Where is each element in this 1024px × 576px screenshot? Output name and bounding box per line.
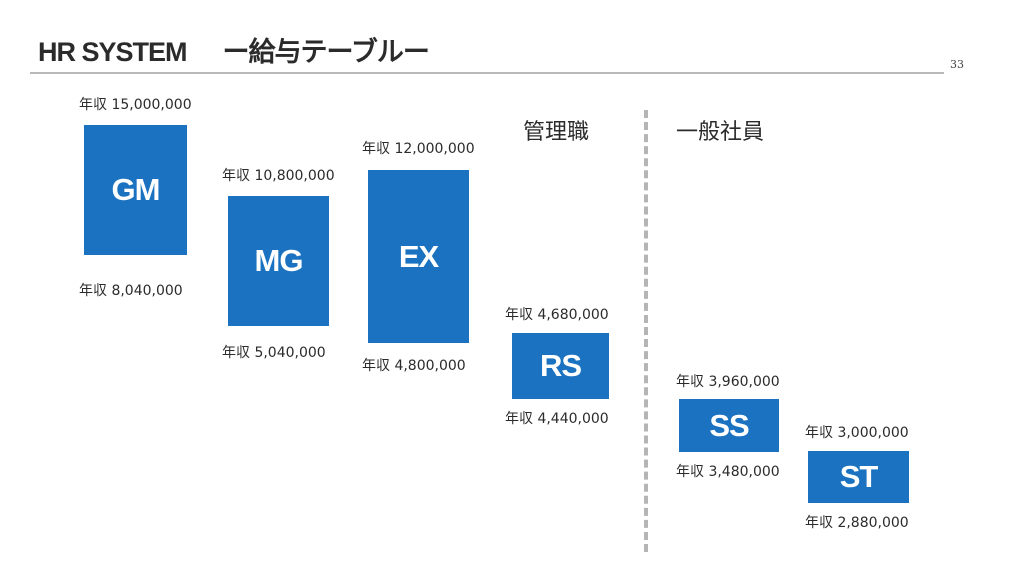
page-title: HR SYSTEM ー給与テーブルー bbox=[38, 30, 430, 69]
grade-ex-box: EX bbox=[368, 170, 469, 343]
grade-mg-code: MG bbox=[254, 243, 304, 278]
grade-st-box: ST bbox=[808, 451, 909, 503]
grade-rs-box: RS bbox=[512, 333, 609, 399]
grade-gm-box: GM bbox=[84, 125, 187, 255]
grade-mg-box: MG bbox=[228, 196, 329, 326]
section-general-label: 一般社員 bbox=[676, 120, 765, 145]
grade-st-min-salary: 年収 2,880,000 bbox=[805, 515, 909, 531]
grade-ss-code: SS bbox=[709, 407, 749, 443]
page-subtitle: ー給与テーブルー bbox=[222, 37, 430, 67]
grade-mg-min-salary: 年収 5,040,000 bbox=[222, 345, 326, 361]
grade-gm-code: GM bbox=[111, 172, 161, 207]
grade-rs-max-salary: 年収 4,680,000 bbox=[505, 307, 609, 323]
grade-ss-max-salary: 年収 3,960,000 bbox=[676, 374, 780, 390]
grade-rs-min-salary: 年収 4,440,000 bbox=[505, 411, 609, 427]
grade-st-code: ST bbox=[839, 459, 879, 494]
title-underline bbox=[30, 72, 944, 74]
grade-ex-max-salary: 年収 12,000,000 bbox=[362, 141, 475, 157]
grade-ex-min-salary: 年収 4,800,000 bbox=[362, 358, 466, 374]
grade-ss-min-salary: 年収 3,480,000 bbox=[676, 464, 780, 480]
section-management-label: 管理職 bbox=[523, 120, 590, 145]
grade-gm-max-salary: 年収 15,000,000 bbox=[79, 97, 192, 113]
grade-ss-box: SS bbox=[679, 399, 779, 452]
grade-mg-max-salary: 年収 10,800,000 bbox=[222, 168, 335, 184]
grade-rs-code: RS bbox=[539, 348, 582, 383]
page-number: 33 bbox=[950, 58, 964, 71]
section-divider bbox=[644, 110, 648, 552]
grade-ex-code: EX bbox=[398, 238, 439, 274]
system-name: HR SYSTEM bbox=[38, 37, 188, 67]
grade-st-max-salary: 年収 3,000,000 bbox=[805, 425, 909, 441]
grade-gm-min-salary: 年収 8,040,000 bbox=[79, 283, 183, 299]
